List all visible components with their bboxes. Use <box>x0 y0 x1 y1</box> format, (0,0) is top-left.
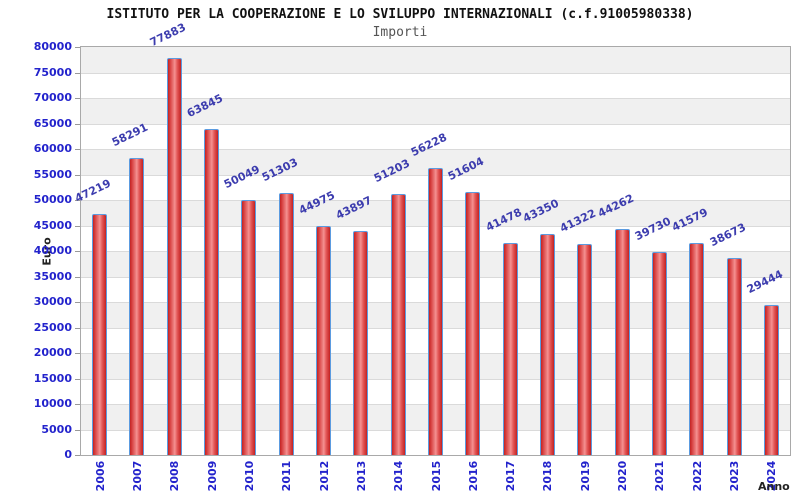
y-tick-label: 80000 <box>33 40 72 53</box>
y-tick-mark <box>75 149 80 150</box>
bar <box>167 58 182 455</box>
bar <box>279 193 294 455</box>
x-tick-label: 2023 <box>727 460 741 492</box>
y-tick-mark <box>75 225 80 227</box>
bar <box>204 129 219 455</box>
grid-line <box>81 98 790 99</box>
grid-band <box>81 98 790 124</box>
y-tick-label: 0 <box>64 448 72 461</box>
x-tick-label: 2022 <box>690 460 704 492</box>
x-tick-label: 2010 <box>242 460 256 492</box>
y-tick-label: 50000 <box>33 193 72 206</box>
grid-line <box>81 149 790 150</box>
x-tick-label: 2017 <box>503 460 517 492</box>
grid-line <box>81 123 790 125</box>
x-tick-label: 2014 <box>391 460 405 492</box>
x-tick-label: 2008 <box>167 460 181 492</box>
x-tick-label: 2015 <box>429 460 442 492</box>
bar <box>316 226 331 455</box>
y-tick-mark <box>75 98 80 99</box>
bar <box>241 200 256 455</box>
y-tick-mark <box>75 455 80 456</box>
x-tick-label: 2018 <box>540 460 554 492</box>
grid-line <box>81 72 790 74</box>
y-tick-label: 10000 <box>33 397 72 410</box>
x-tick-label: 2009 <box>205 460 219 492</box>
bar <box>689 243 704 455</box>
y-tick-label: 60000 <box>33 142 72 155</box>
y-tick-mark <box>75 123 80 125</box>
bar <box>727 258 742 455</box>
y-tick-mark <box>75 378 80 380</box>
y-tick-label: 65000 <box>33 116 72 130</box>
y-tick-label: 55000 <box>33 167 72 181</box>
plot-area <box>80 46 791 456</box>
bar <box>129 158 144 455</box>
y-tick-mark <box>75 276 80 278</box>
bar <box>465 192 480 455</box>
y-tick-mark <box>75 353 80 354</box>
y-tick-label: 20000 <box>33 346 72 359</box>
x-tick-label: 2020 <box>615 460 629 492</box>
bar <box>615 229 630 455</box>
bar <box>428 168 443 455</box>
grid-band <box>81 123 790 149</box>
bar <box>577 244 592 455</box>
x-tick-label: 2006 <box>93 460 107 492</box>
chart-title: ISTITUTO PER LA COOPERAZIONE E LO SVILUP… <box>106 7 694 22</box>
bar <box>391 194 406 455</box>
grid-band <box>81 72 790 98</box>
y-tick-label: 15000 <box>33 371 72 385</box>
y-tick-mark <box>75 200 80 201</box>
x-tick-label: 2021 <box>652 460 666 492</box>
y-tick-label: 25000 <box>33 320 72 334</box>
y-tick-mark <box>75 47 80 48</box>
bar <box>652 252 667 455</box>
x-axis-label: Anno <box>758 480 790 493</box>
y-tick-mark <box>75 327 80 329</box>
y-tick-mark <box>75 251 80 252</box>
y-tick-mark <box>75 72 80 74</box>
grid-band <box>81 47 790 73</box>
x-tick-label: 2019 <box>578 460 592 492</box>
x-tick-label: 2011 <box>279 460 293 492</box>
y-tick-mark <box>75 174 80 176</box>
bar <box>503 243 518 455</box>
bar <box>353 231 368 455</box>
y-tick-label: 75000 <box>33 65 72 79</box>
y-tick-label: 45000 <box>33 218 72 232</box>
bar <box>540 234 555 455</box>
y-tick-label: 5000 <box>41 422 72 436</box>
x-tick-label: 2013 <box>354 460 368 492</box>
y-tick-mark <box>75 404 80 405</box>
bar <box>92 214 107 455</box>
y-tick-mark <box>75 429 80 431</box>
x-tick-label: 2016 <box>466 460 480 492</box>
y-tick-label: 35000 <box>33 269 72 283</box>
y-tick-label: 70000 <box>33 91 72 104</box>
y-tick-label: 40000 <box>33 244 72 257</box>
chart-subtitle: Importi <box>372 25 428 40</box>
y-tick-label: 30000 <box>33 295 72 308</box>
bar <box>764 305 779 455</box>
x-tick-label: 2007 <box>130 460 144 492</box>
y-tick-mark <box>75 302 80 303</box>
x-tick-label: 2012 <box>317 460 331 492</box>
